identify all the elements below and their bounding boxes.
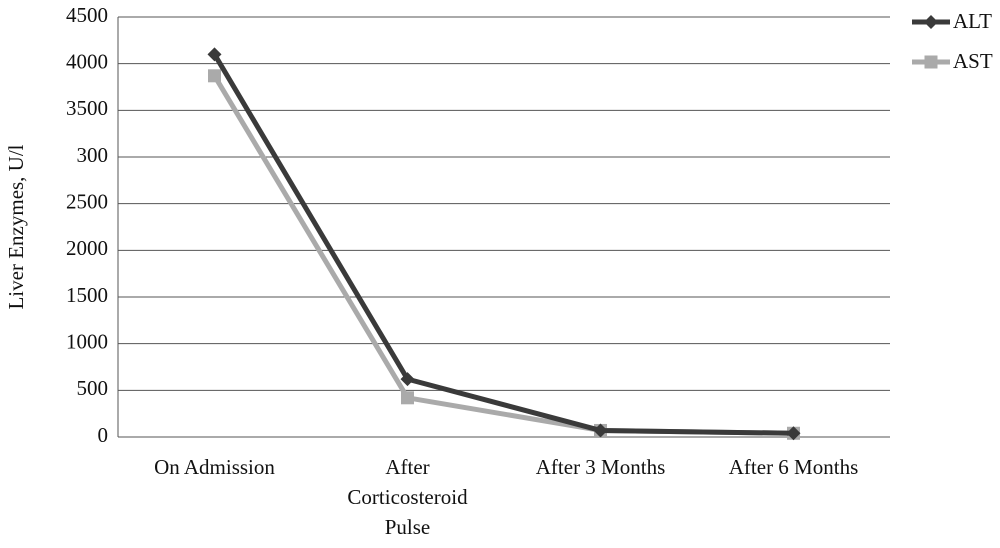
legend-marker xyxy=(924,55,938,69)
line-series xyxy=(212,53,794,436)
point-marker xyxy=(401,391,414,405)
point-marker xyxy=(207,47,222,62)
y-tick-label: 2500 xyxy=(66,189,108,213)
point-marker xyxy=(400,372,415,387)
y-tick-label: 1500 xyxy=(66,283,108,307)
point-marker xyxy=(208,69,221,83)
y-tick-label: 500 xyxy=(77,376,109,400)
point-marker xyxy=(786,426,801,441)
legend-label: ALT xyxy=(953,9,992,33)
y-tick-label: 0 xyxy=(98,423,109,447)
x-tick-label: After 6 Months xyxy=(728,455,859,479)
legend-label: AST xyxy=(953,49,993,73)
y-tick-label: 1000 xyxy=(66,329,108,353)
y-tick-label: 3500 xyxy=(66,96,108,120)
y-axis-label: Liver Enzymes, U/l xyxy=(4,144,28,309)
y-tick-label: 300 xyxy=(77,143,109,167)
x-tick-label: After 3 Months xyxy=(535,455,666,479)
x-tick-label: On Admission xyxy=(154,455,275,479)
y-tick-label: 2000 xyxy=(66,236,108,260)
y-tick-label: 4500 xyxy=(66,3,108,27)
x-tick-label: After Corticosteroid Pulse xyxy=(347,455,468,539)
legend-marker xyxy=(924,15,938,29)
y-tick-label: 4000 xyxy=(66,49,108,73)
point-marker xyxy=(593,423,608,438)
line-series xyxy=(212,74,794,436)
